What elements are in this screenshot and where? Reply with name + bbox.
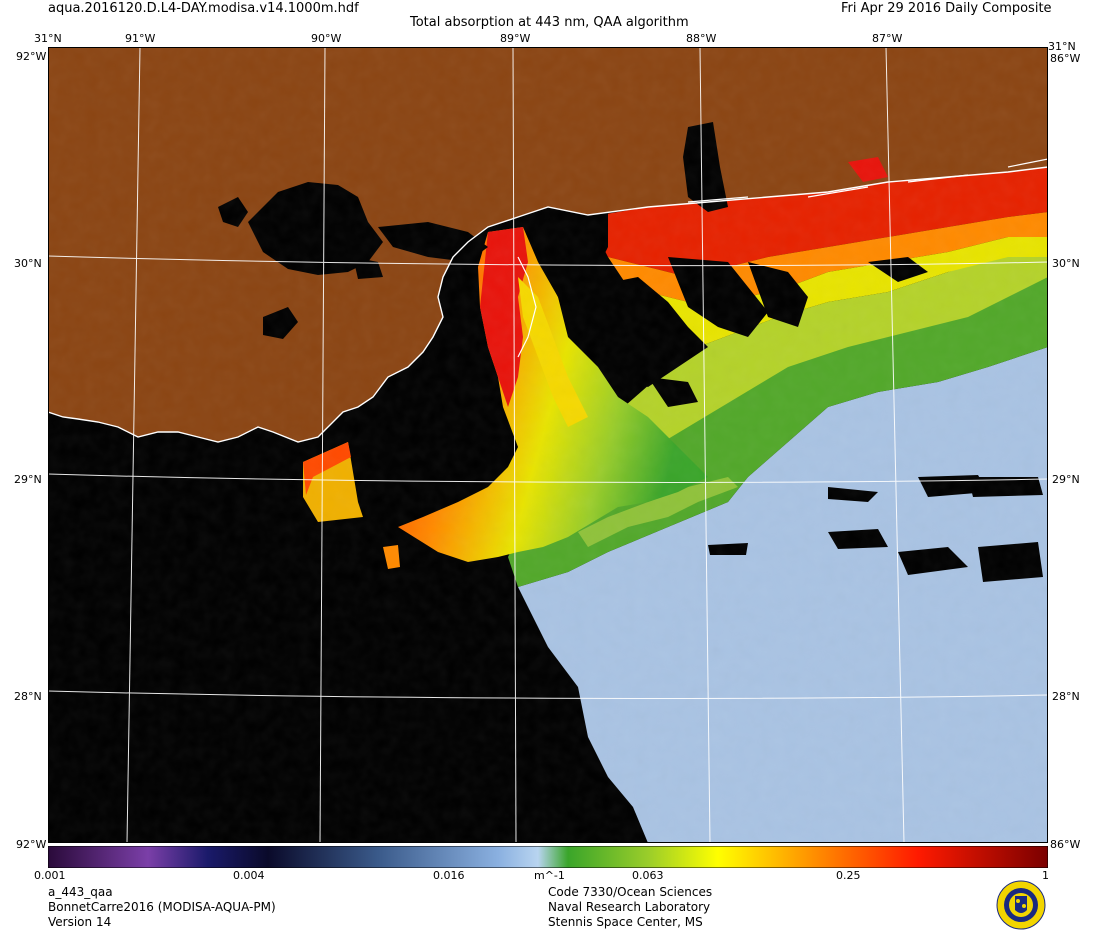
lat-label-29n-left: 29°N — [14, 473, 42, 486]
colorbar-tick-1: 1 — [1042, 869, 1049, 882]
barrier-islands — [517, 158, 1048, 358]
coastline — [48, 166, 1048, 443]
corner-lat-label-top-right: 31°N — [1048, 40, 1076, 53]
lat-label-28n-left: 28°N — [14, 690, 42, 703]
lon-label-90w: 90°W — [311, 32, 342, 45]
org-line-1: Code 7330/Ocean Sciences — [548, 885, 713, 899]
colorbar-tick-0.25: 0.25 — [836, 869, 861, 882]
lon-label-89w: 89°W — [500, 32, 531, 45]
colorbar-unit-label: m^-1 — [534, 869, 565, 882]
lon-label-91w: 91°W — [125, 32, 156, 45]
lon-label-88w: 88°W — [686, 32, 717, 45]
map-title: Total absorption at 443 nm, QAA algorith… — [410, 15, 689, 30]
org-line-3: Stennis Space Center, MS — [548, 915, 703, 929]
campaign-name: BonnetCarre2016 (MODISA-AQUA-PM) — [48, 900, 276, 914]
corner-lon-label-left: 92°W — [16, 50, 47, 63]
colorbar-tick-0.001: 0.001 — [34, 869, 66, 882]
org-line-2: Naval Research Laboratory — [548, 900, 711, 914]
colorbar-tick-0.063: 0.063 — [632, 869, 664, 882]
lat-label-29n-right: 29°N — [1052, 473, 1080, 486]
lat-label-30n-left: 30°N — [14, 257, 42, 270]
colorbar-tick-0.016: 0.016 — [433, 869, 465, 882]
corner-lat-label-top-left: 31°N — [34, 32, 62, 45]
file-name: aqua.2016120.D.L4-DAY.modisa.v14.1000m.h… — [48, 1, 359, 16]
composite-date: Fri Apr 29 2016 Daily Composite — [841, 1, 1052, 16]
corner-lon-label-bottom-right: 86°W — [1050, 838, 1081, 851]
absorption-map — [48, 47, 1048, 843]
lat-label-30n-right: 30°N — [1052, 257, 1080, 270]
version-label: Version 14 — [48, 915, 112, 929]
corner-lon-label-bottom-left: 92°W — [16, 838, 47, 851]
colorbar-tick-0.004: 0.004 — [233, 869, 265, 882]
lon-label-87w: 87°W — [872, 32, 903, 45]
nrl-seal-icon — [996, 880, 1046, 930]
lat-label-28n-right: 28°N — [1052, 690, 1080, 703]
graticule — [48, 47, 1048, 843]
corner-lon-label-right: 86°W — [1050, 52, 1081, 65]
colorbar — [48, 846, 1048, 868]
product-name: a_443_qaa — [48, 885, 113, 899]
